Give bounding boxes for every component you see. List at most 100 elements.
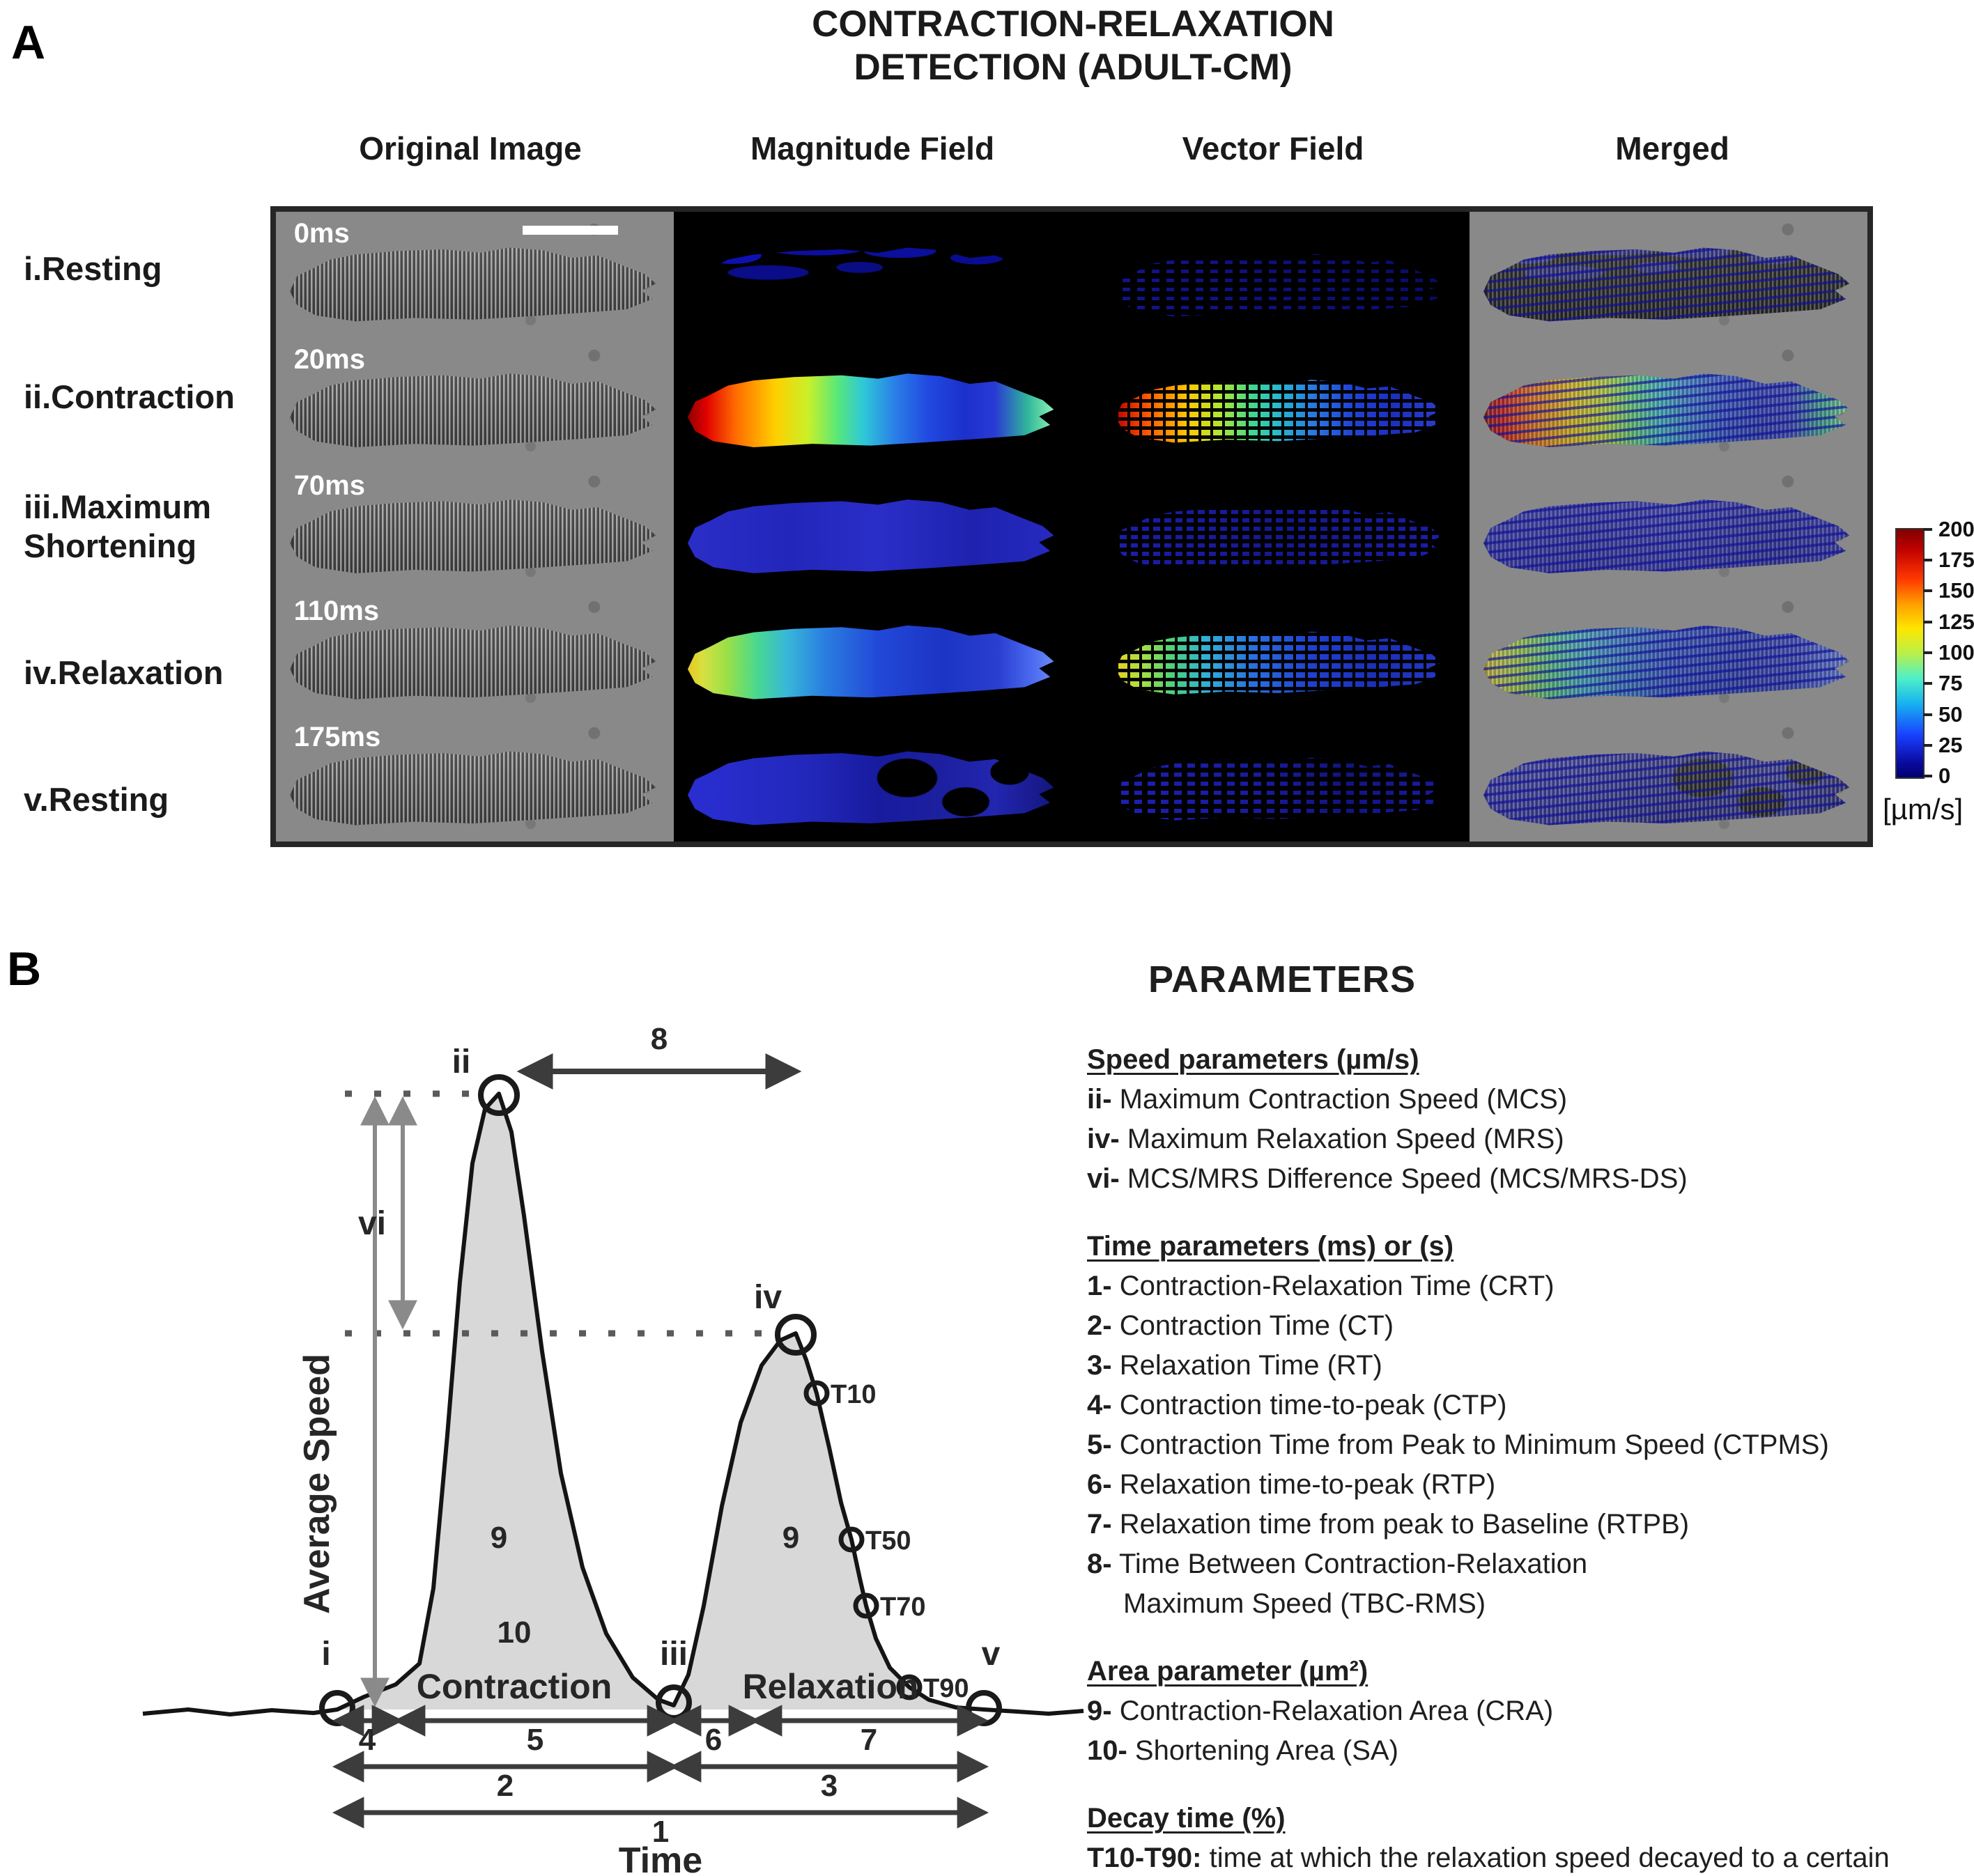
point-iv-label: iv <box>754 1279 782 1316</box>
relaxation-region-label: Relaxation <box>743 1667 919 1706</box>
vector-field <box>1115 757 1442 821</box>
colorbar-tick-25: 25 <box>1938 733 1963 757</box>
panel-a-label: A <box>11 16 46 69</box>
param-mcs: ii- Maximum Contraction Speed (MCS) <box>1087 1084 1568 1115</box>
magnitude-field <box>687 625 1054 699</box>
cardiomyocyte-image <box>289 625 656 699</box>
cell-vector-relaxation <box>1072 589 1470 716</box>
segment-2-label: 2 <box>497 1769 514 1803</box>
t90-circle <box>896 1674 923 1700</box>
time-parameters-heading: Time parameters (ms) or (s) <box>1087 1231 1454 1262</box>
t50-label: T50 <box>865 1526 911 1556</box>
cell-magnitude-contraction <box>674 337 1072 464</box>
vector-overlay <box>1483 625 1850 699</box>
cell-merged-contraction <box>1470 337 1867 464</box>
colorbar-tick-125: 125 <box>1938 610 1974 634</box>
cardiomyocyte-image <box>289 499 656 573</box>
point-iii-label: iii <box>660 1636 688 1673</box>
decay-time-heading: Decay time (%) <box>1087 1803 1286 1834</box>
param-decay-t10-t90: T10-T90: time at which the relaxation sp… <box>1087 1843 1890 1873</box>
param-sa: 10- Shortening Area (SA) <box>1087 1735 1398 1766</box>
segment-5-label: 5 <box>527 1723 543 1757</box>
t50-circle <box>838 1526 865 1553</box>
segment-4-label: 4 <box>359 1723 376 1757</box>
cell-vector-max-shortening <box>1072 463 1470 590</box>
area-9-label-contraction: 9 <box>491 1521 507 1555</box>
point-iv-circle <box>775 1314 817 1356</box>
magnitude-field <box>687 499 1054 573</box>
param-ctp: 4- Contraction time-to-peak (CTP) <box>1087 1390 1507 1420</box>
vi-label: vi <box>358 1205 386 1242</box>
segment-6-label: 6 <box>705 1723 722 1757</box>
figure-title-line1: CONTRACTION-RELAXATION <box>812 3 1334 45</box>
row-label-contraction: ii.Contraction <box>24 378 235 415</box>
cardiomyocyte-image <box>289 247 656 322</box>
param-ctpms: 5- Contraction Time from Peak to Minimum… <box>1087 1429 1829 1460</box>
magnitude-field <box>687 247 1054 322</box>
vector-overlay <box>1483 499 1850 573</box>
t10-circle <box>803 1380 830 1406</box>
segment-1-label: 1 <box>652 1815 669 1849</box>
t10-label: T10 <box>831 1380 876 1409</box>
scale-bar <box>523 225 619 235</box>
param-rt: 3- Relaxation Time (RT) <box>1087 1350 1382 1381</box>
row-label-relaxation: iv.Relaxation <box>24 654 224 691</box>
t90-label: T90 <box>923 1674 969 1703</box>
segment-3-label: 3 <box>821 1769 838 1803</box>
vector-field <box>1115 631 1442 695</box>
point-v-label: v <box>982 1636 1001 1673</box>
speed-parameters-heading: Speed parameters (µm/s) <box>1087 1044 1419 1075</box>
param-crt: 1- Contraction-Relaxation Time (CRT) <box>1087 1271 1555 1301</box>
cardiomyocyte-image <box>289 373 656 448</box>
row-label-resting-2: v.Resting <box>24 781 169 818</box>
timestamp-110ms: 110ms <box>293 596 380 627</box>
t70-circle <box>853 1592 879 1619</box>
param-ct: 2- Contraction Time (CT) <box>1087 1310 1394 1341</box>
cell-original-max-shortening: 70ms <box>276 463 674 590</box>
vector-field <box>1115 380 1442 443</box>
cell-magnitude-resting1 <box>674 212 1072 338</box>
point-ii-circle <box>478 1074 520 1116</box>
parameters-title: PARAMETERS <box>1148 959 1417 1000</box>
param-mcs-mrs-ds: vi- MCS/MRS Difference Speed (MCS/MRS-DS… <box>1087 1163 1688 1194</box>
arrow-8-label: 8 <box>651 1022 668 1056</box>
vector-overlay <box>1483 373 1850 448</box>
magnitude-field <box>687 373 1054 448</box>
figure-title: CONTRACTION-RELAXATION DETECTION (ADULT-… <box>662 3 1484 89</box>
param-rtpb: 7- Relaxation time from peak to Baseline… <box>1087 1509 1690 1540</box>
panel-b-label: B <box>7 943 42 995</box>
cell-original-relaxation: 110ms <box>276 589 674 716</box>
column-header-original: Original Image <box>359 130 582 166</box>
cell-original-resting1: 0ms <box>276 212 674 338</box>
cell-original-contraction: 20ms <box>276 337 674 464</box>
row-label-max-shortening: iii.Maximum Shortening <box>24 488 212 564</box>
colorbar-tick-100: 100 <box>1938 640 1974 665</box>
point-i-label: i <box>321 1636 330 1673</box>
segment-7-label: 7 <box>861 1723 877 1757</box>
cell-vector-contraction <box>1072 337 1470 464</box>
colorbar-tick-0: 0 <box>1938 763 1951 788</box>
speed-trace-chart: vi 8 ii iv i iii v T10 T50 T70 T90 <box>105 975 1094 1876</box>
cell-magnitude-relaxation <box>674 589 1072 716</box>
x-axis-label: Time <box>619 1840 702 1876</box>
column-header-magnitude: Magnitude Field <box>750 130 995 166</box>
y-axis-label: Average Speed <box>297 1354 337 1614</box>
image-grid: 0ms 20ms <box>270 206 1873 847</box>
cell-merged-max-shortening <box>1470 463 1867 590</box>
timestamp-0ms: 0ms <box>293 218 350 249</box>
colorbar-tick-150: 150 <box>1938 578 1974 603</box>
cardiomyocyte-image <box>289 751 656 825</box>
figure-title-line2: DETECTION (ADULT-CM) <box>854 47 1293 88</box>
cell-magnitude-max-shortening <box>674 463 1072 590</box>
colorbar-unit: [µm/s] <box>1883 793 1964 825</box>
param-mrs: iv- Maximum Relaxation Speed (MRS) <box>1087 1124 1564 1154</box>
shaded-area <box>337 1094 984 1710</box>
vector-overlay <box>1483 751 1850 825</box>
column-header-vector: Vector Field <box>1182 130 1364 166</box>
timestamp-70ms: 70ms <box>293 470 365 501</box>
param-cra: 9- Contraction-Relaxation Area (CRA) <box>1087 1696 1554 1726</box>
timestamp-175ms: 175ms <box>293 722 381 753</box>
colorbar-tick-50: 50 <box>1938 702 1963 727</box>
colorbar-tick-75: 75 <box>1938 671 1963 695</box>
